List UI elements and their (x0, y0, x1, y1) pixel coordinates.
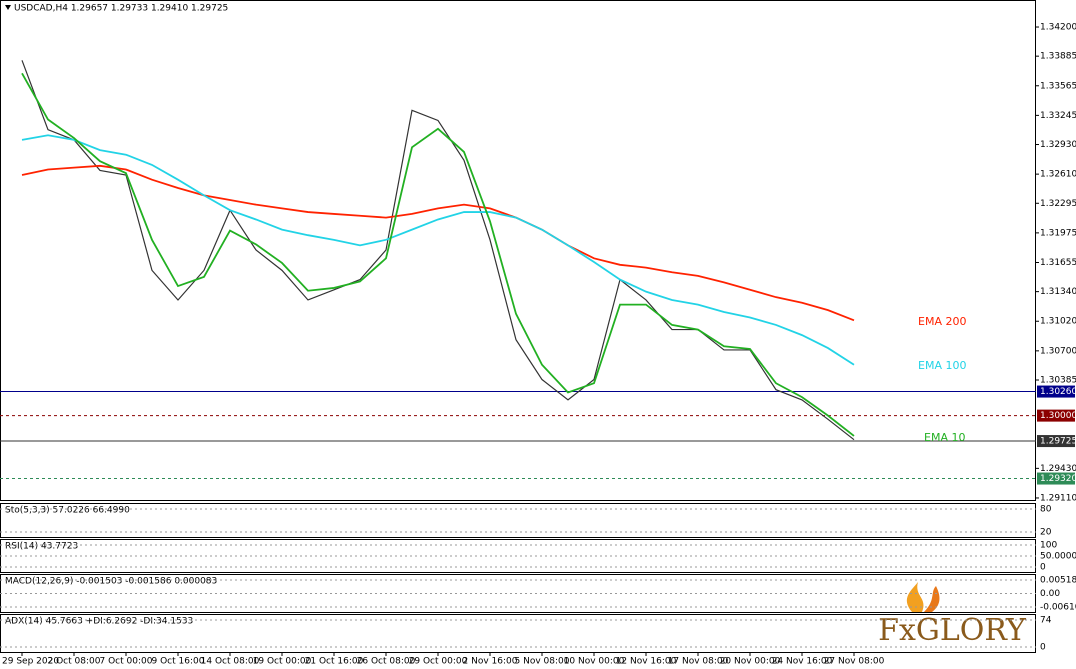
y-tick-label: 1.33245 (1040, 111, 1076, 121)
price-level-box (1037, 409, 1075, 422)
x-tick-label: 7 Oct 00:00 (100, 657, 153, 667)
x-tick-label: 5 Nov 08:00 (515, 657, 570, 667)
series-label: EMA 100 (918, 359, 966, 372)
y-tick-label: 1.32930 (1040, 140, 1076, 150)
x-tick-label: 24 Nov 16:00 (772, 657, 833, 667)
logo-text: FxGLORY (878, 613, 1027, 648)
indicator-title: ADX(14) 45.7663 +DI:6.2692 -DI:34.1533 (5, 617, 193, 627)
indicator-scale-label: 50.0000 (1040, 552, 1076, 562)
y-tick-label: 1.32610 (1040, 170, 1076, 180)
indicator-scale-label: 80 (1040, 505, 1052, 515)
indicator-title: MACD(12,26,9) -0.001503 -0.001586 0.0000… (5, 577, 217, 587)
adx-panel (0, 614, 1036, 653)
indicator-scale-label: 0.00 (1040, 589, 1060, 599)
y-tick-label: 1.32295 (1040, 199, 1076, 209)
y-tick-label: 1.29430 (1040, 464, 1076, 474)
y-tick-label: 1.33885 (1040, 52, 1076, 62)
price-level-label: 1.29725 (1040, 437, 1076, 447)
x-tick-label: 27 Nov 08:00 (824, 657, 885, 667)
indicator-title: RSI(14) 43.7723 (5, 542, 78, 552)
y-tick-label: 1.31655 (1040, 258, 1076, 268)
x-tick-label: 10 Nov 00:00 (564, 657, 625, 667)
indicator-scale-label: 20 (1040, 528, 1052, 538)
y-tick-label: 1.31020 (1040, 317, 1076, 327)
indicator-scale-label: 74 (1040, 616, 1052, 626)
y-tick-label: 1.31340 (1040, 287, 1076, 297)
series-line (21, 164, 855, 322)
logo-flame (924, 586, 940, 612)
x-tick-label: 20 Nov 00:00 (720, 657, 781, 667)
y-tick-label: 1.33565 (1040, 81, 1076, 91)
x-tick-label: 26 Oct 08:00 (357, 657, 416, 667)
y-tick-label: 1.30385 (1040, 375, 1076, 385)
indicator-scale-label: -0.006103 (1040, 603, 1076, 613)
price-level-label: 1.30000 (1040, 411, 1076, 421)
x-tick-label: 14 Oct 08:00 (201, 657, 260, 667)
x-tick-label: 19 Oct 00:00 (253, 657, 312, 667)
x-tick-label: 21 Oct 16:00 (305, 657, 364, 667)
price-level-label: 1.29320 (1040, 474, 1076, 484)
main-panel (0, 0, 1036, 501)
logo-flame (906, 582, 924, 612)
y-tick-label: 1.34200 (1040, 23, 1076, 33)
price-level-box (1037, 435, 1075, 448)
rsi-panel (0, 539, 1036, 573)
price-level-label: 1.30260 (1040, 387, 1076, 397)
stochastic-panel (0, 503, 1036, 538)
series-line (21, 134, 855, 366)
x-tick-label: 2 Oct 08:00 (48, 657, 101, 667)
price-level-box (1037, 385, 1075, 398)
logo: FxGLORY (878, 582, 1027, 648)
x-tick-label: 9 Oct 16:00 (152, 657, 205, 667)
indicator-scale-label: 0.005186 (1040, 576, 1076, 586)
symbol-line: USDCAD,H4 1.29657 1.29733 1.29410 1.2972… (14, 4, 228, 14)
indicator-scale-label: 0 (1040, 643, 1046, 653)
series-label: EMA 10 (924, 431, 965, 444)
x-tick-label: 29 Sep 2020 (2, 657, 59, 667)
series-line (21, 72, 855, 437)
x-tick-label: 2 Nov 16:00 (463, 657, 518, 667)
y-tick-label: 1.31975 (1040, 228, 1076, 238)
price-level-box (1037, 472, 1075, 485)
y-tick-label: 1.29110 (1040, 493, 1076, 503)
indicator-scale-label: 0 (1040, 563, 1046, 573)
series-line (21, 60, 855, 441)
indicator-title: Sto(5,3,3) 57.0226 66.4990 (5, 506, 130, 516)
x-tick-label: 29 Oct 00:00 (409, 657, 468, 667)
series-label: EMA 200 (918, 315, 966, 328)
macd-panel (0, 574, 1036, 613)
indicator-scale-label: 100 (1040, 541, 1057, 551)
menu-triangle (5, 5, 11, 10)
y-tick-label: 1.30700 (1040, 346, 1076, 356)
x-tick-label: 17 Nov 08:00 (668, 657, 729, 667)
x-tick-label: 12 Nov 16:00 (616, 657, 677, 667)
